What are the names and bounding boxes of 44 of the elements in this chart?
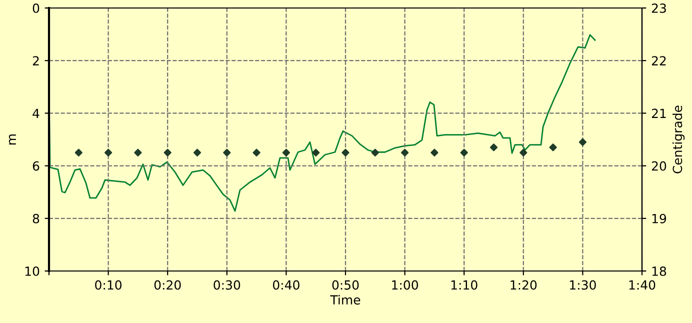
y-tick-label: 0	[32, 3, 40, 13]
point	[74, 148, 82, 156]
point	[193, 148, 202, 156]
x-tick-label: 1:30	[570, 280, 596, 290]
x-tick-label: 0:10	[95, 280, 122, 290]
point	[549, 144, 557, 152]
y-tick-label: 2	[32, 56, 39, 66]
x-tick-label: 1:00	[392, 280, 418, 290]
point	[490, 144, 498, 152]
point	[401, 148, 409, 156]
point	[371, 148, 379, 156]
y-tick-label: 10	[25, 266, 40, 276]
y2-tick-label: 18	[652, 266, 666, 276]
x-axis-title: Time	[330, 294, 360, 305]
x-tick-label: 1:10	[451, 280, 478, 290]
y-tick-label: 4	[32, 108, 40, 118]
x-tick-label: 1:40	[629, 280, 656, 290]
y2-tick-label: 20	[652, 161, 666, 171]
x-tick-label: 1:20	[510, 280, 537, 290]
point	[252, 148, 260, 156]
point	[312, 148, 320, 156]
point	[104, 148, 112, 156]
y-tick-label: 6	[32, 161, 40, 171]
point	[520, 148, 528, 156]
y-tick-label: 8	[32, 214, 40, 224]
point	[223, 148, 231, 156]
point	[164, 148, 172, 156]
y2-tick-label: 19	[652, 214, 666, 224]
point	[430, 148, 438, 156]
point	[342, 148, 350, 156]
point	[578, 138, 586, 146]
y-axis-title: m	[8, 134, 16, 144]
point	[282, 148, 290, 156]
y2-tick-label: 22	[652, 56, 666, 66]
y2-tick-label: 21	[652, 108, 666, 118]
line-series	[49, 34, 596, 212]
x-tick-label: 0:40	[272, 280, 300, 290]
y2-tick-label: 23	[652, 3, 666, 13]
point	[134, 148, 142, 156]
x-tick-label: 0:20	[154, 280, 181, 290]
x-tick-label: 0:30	[214, 280, 240, 290]
y2-axis-title: Centigrade	[672, 106, 685, 174]
x-tick-label: 0:50	[332, 280, 359, 290]
point	[460, 148, 468, 156]
